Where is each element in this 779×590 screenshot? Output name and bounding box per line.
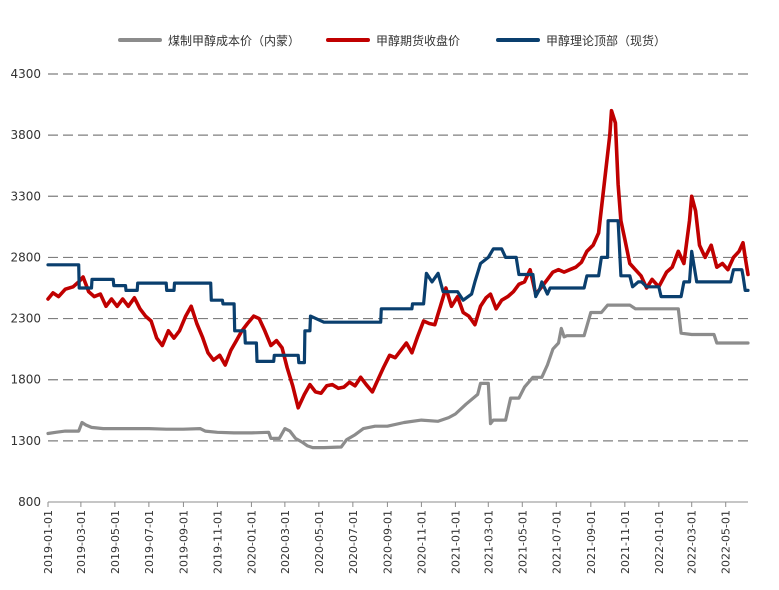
x-tick-label-2020-11-01: 2020-11-01 [415, 510, 428, 574]
series-theoretical-top-line [46, 219, 750, 365]
y-tick-label-3800: 3800 [10, 128, 41, 142]
label-layer: 800 1300 1800 2300 2800 3300 3800 4300 2019-01-0… [10, 67, 732, 574]
x-tick-label-2021-11-01: 2021-11-01 [619, 510, 632, 574]
legend-item-theoretical-top: 甲醇理论顶部（现货） [496, 30, 666, 50]
x-tick-label-2021-01-01: 2021-01-01 [449, 510, 462, 574]
x-tick-label-2021-05-01: 2021-05-01 [516, 510, 529, 574]
x-tick-label-2019-11-01: 2019-11-01 [211, 510, 224, 574]
y-tick-label-2800: 2800 [10, 250, 41, 264]
series-layer [46, 108, 750, 450]
y-tick-label-4300: 4300 [10, 67, 41, 81]
x-tick-label-2019-09-01: 2019-09-01 [177, 510, 190, 574]
series-coal-cost-line [46, 303, 750, 450]
x-tick-label-2020-01-01: 2020-01-01 [245, 510, 258, 574]
y-tick-label-3300: 3300 [10, 189, 41, 203]
legend-label-coal-cost: 煤制甲醇成本价（内蒙） [168, 33, 301, 48]
legend-item-coal-cost: 煤制甲醇成本价（内蒙） [118, 30, 300, 50]
x-tick-label-2019-07-01: 2019-07-01 [143, 510, 156, 574]
x-tick-label-2022-05-01: 2022-05-01 [720, 510, 733, 574]
x-tick-label-2020-09-01: 2020-09-01 [381, 510, 394, 574]
x-tick-label-2020-07-01: 2020-07-01 [347, 510, 360, 574]
legend-swatch-futures-close [326, 38, 370, 42]
y-tick-label-2300: 2300 [10, 312, 41, 326]
x-tick-label-2019-05-01: 2019-05-01 [109, 510, 122, 574]
legend-swatch-theoretical-top [496, 38, 540, 42]
x-tick-label-2021-09-01: 2021-09-01 [585, 510, 598, 574]
x-tick-label-2021-07-01: 2021-07-01 [550, 510, 563, 574]
x-tick-label-2019-01-01: 2019-01-01 [42, 510, 55, 574]
x-tick-label-2021-03-01: 2021-03-01 [482, 510, 495, 574]
series-futures-close-line [46, 108, 750, 410]
y-tick-label-1300: 1300 [10, 434, 41, 448]
axis-layer [47, 501, 748, 507]
x-tick-label-2019-03-01: 2019-03-01 [75, 510, 88, 574]
x-tick-label-2020-05-01: 2020-05-01 [313, 510, 326, 574]
legend: 煤制甲醇成本价（内蒙） 甲醇期货收盘价 甲醇理论顶部（现货） [0, 30, 779, 50]
legend-swatch-coal-cost [118, 38, 162, 42]
y-tick-label-800: 800 [18, 495, 41, 509]
legend-label-theoretical-top: 甲醇理论顶部（现货） [546, 33, 667, 48]
x-tick-label-2022-03-01: 2022-03-01 [686, 510, 699, 574]
grid-layer [48, 73, 748, 442]
x-tick-label-2022-01-01: 2022-01-01 [653, 510, 666, 574]
legend-item-futures-close: 甲醇期货收盘价 [326, 30, 460, 50]
y-tick-label-1800: 1800 [10, 373, 41, 387]
legend-label-futures-close: 甲醇期货收盘价 [376, 33, 461, 48]
x-tick-label-2020-03-01: 2020-03-01 [279, 510, 292, 574]
